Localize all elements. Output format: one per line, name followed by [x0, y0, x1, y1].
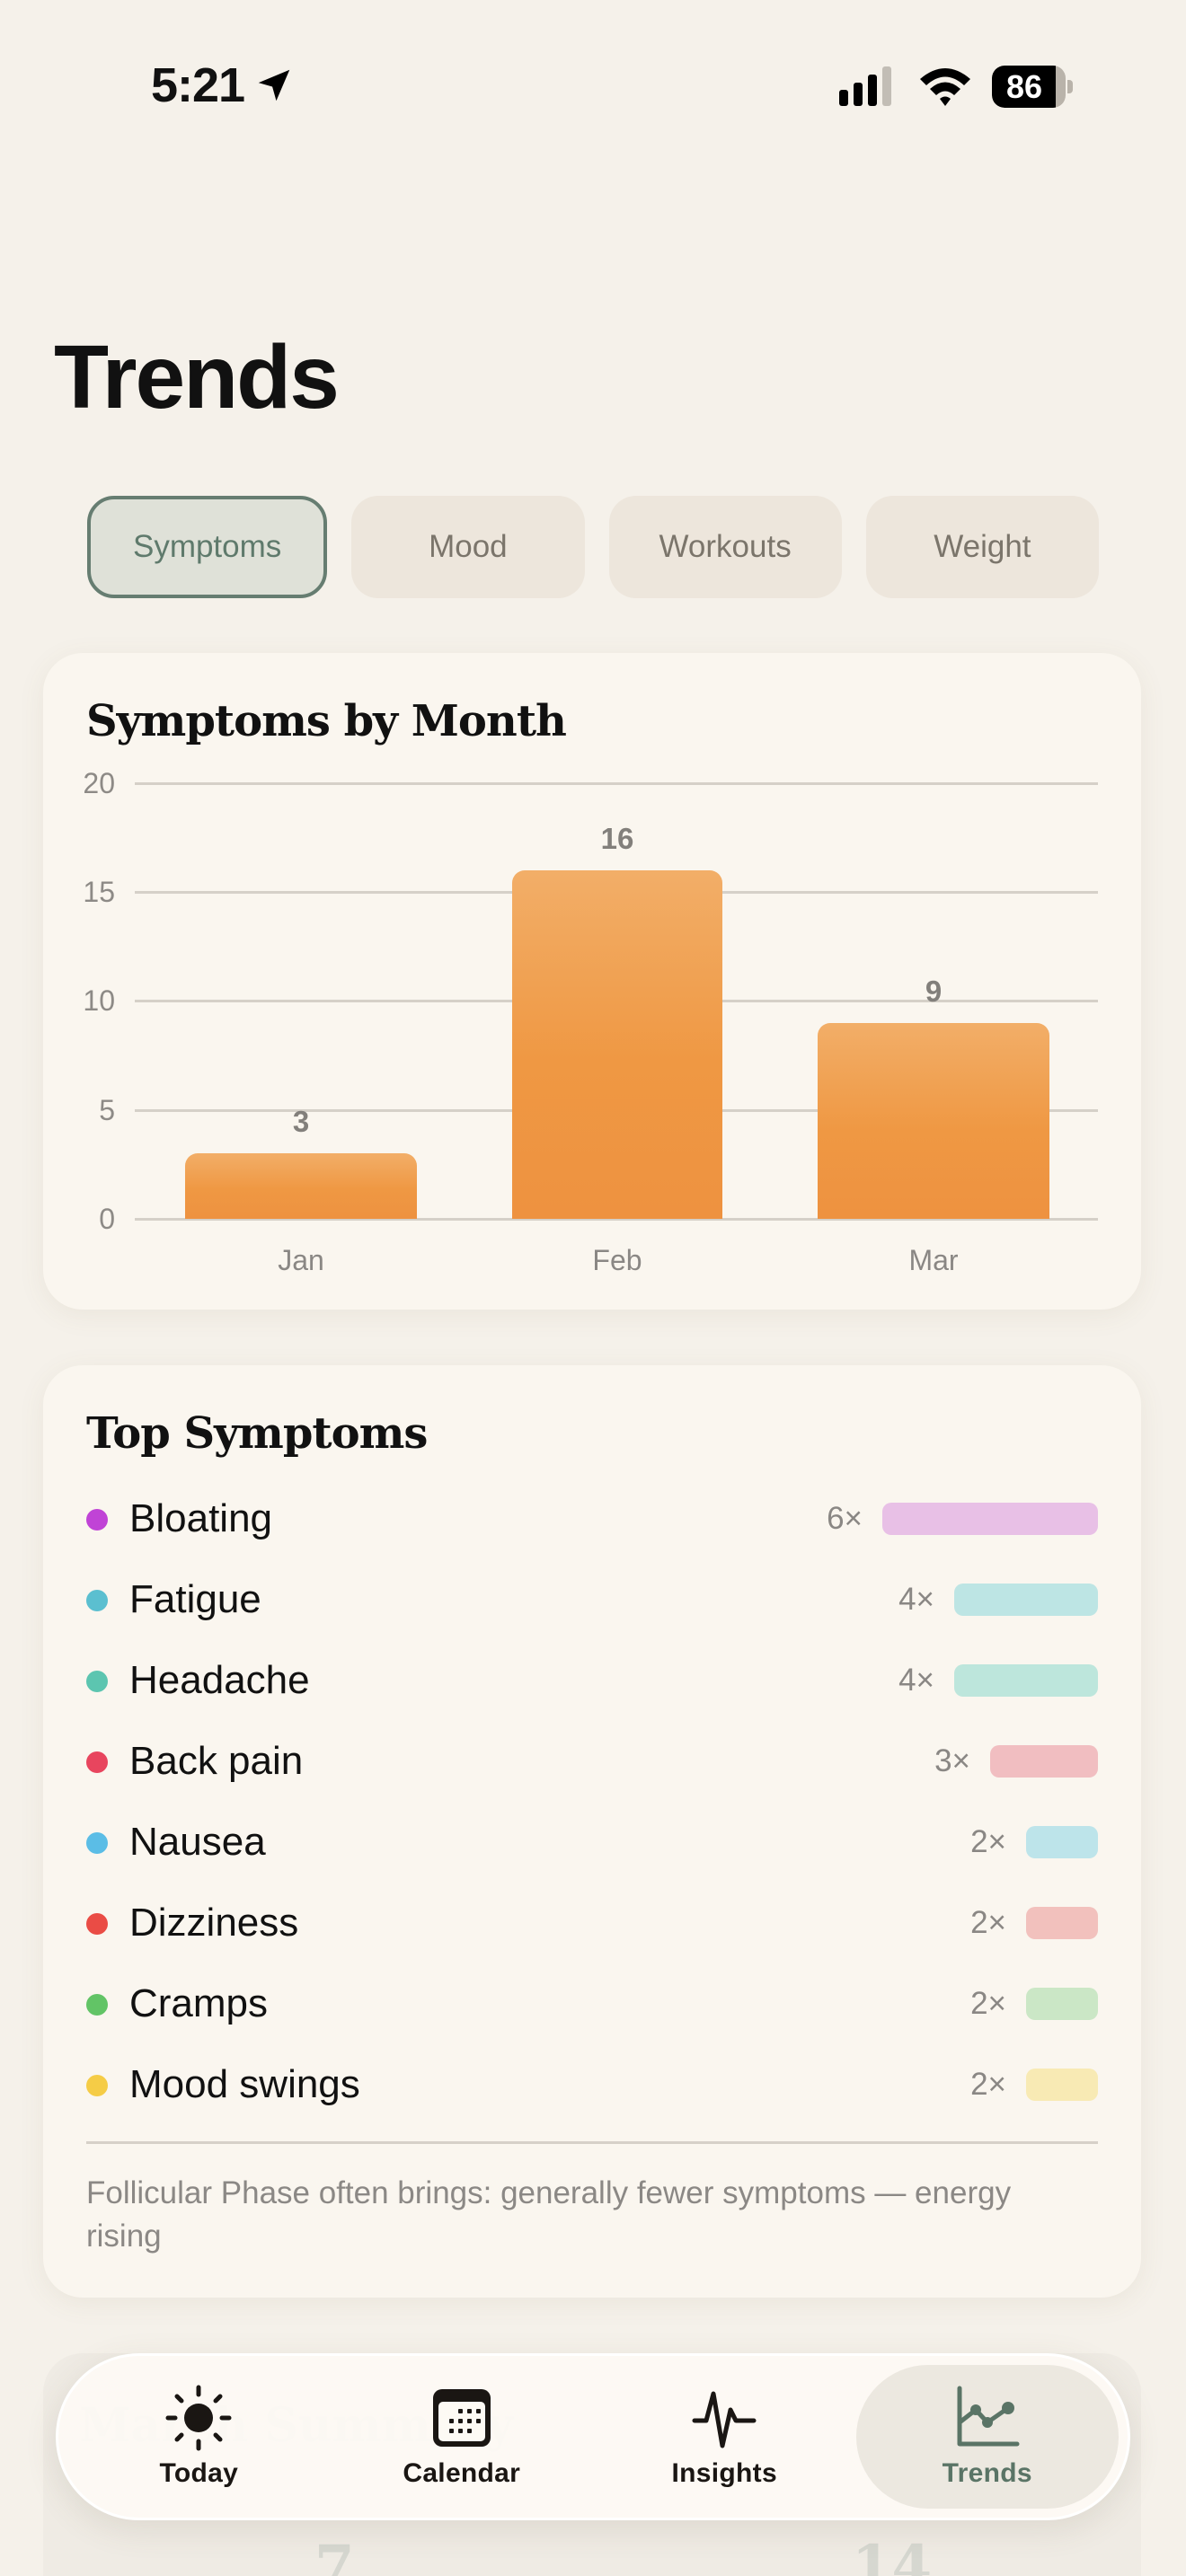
bottom-tab-bar: Today Calendar Insights	[56, 2353, 1130, 2520]
bar-value-jan: 3	[292, 1105, 310, 1138]
symptom-frequency-bar	[990, 1745, 1098, 1778]
tab-bar-trends[interactable]: Trends	[855, 2365, 1119, 2509]
symptom-color-dot	[86, 1509, 108, 1531]
symptom-count: 4×	[898, 1663, 934, 1698]
bar-feb[interactable]	[512, 870, 722, 1219]
bar-mar[interactable]	[818, 1023, 1049, 1219]
symptom-count: 2×	[970, 2067, 1006, 2102]
y-tick-5: 5	[99, 1094, 115, 1126]
summary-number-14: 14	[852, 2533, 933, 2576]
tab-bar-insights[interactable]: Insights	[593, 2365, 856, 2509]
top-symptoms-card: Top Symptoms Bloating 6× Fatigue 4× Head…	[43, 1365, 1141, 2298]
symptom-frequency-bar	[1026, 2069, 1098, 2101]
symptom-color-dot	[86, 1832, 108, 1854]
symptom-row-dizziness[interactable]: Dizziness 2×	[86, 1896, 1098, 1950]
symptom-name: Dizziness	[129, 1901, 299, 1945]
tab-bar-label: Calendar	[403, 2458, 521, 2488]
phase-footnote: Follicular Phase often brings: generally…	[86, 2175, 1012, 2254]
symptom-frequency-bar	[954, 1584, 1098, 1616]
symptom-color-dot	[86, 2075, 108, 2096]
symptom-row-cramps[interactable]: Cramps 2×	[86, 1977, 1098, 2031]
symptom-count: 2×	[970, 1905, 1006, 1940]
calendar-icon	[432, 2389, 491, 2447]
top-symptoms-title: Top Symptoms	[86, 1408, 428, 1459]
symptom-name: Mood swings	[129, 2062, 360, 2106]
symptom-name: Fatigue	[129, 1577, 261, 1621]
tab-bar-label: Trends	[942, 2458, 1032, 2488]
symptom-color-dot	[86, 1994, 108, 2016]
symptom-row-fatigue[interactable]: Fatigue 4×	[86, 1573, 1098, 1627]
tab-workouts[interactable]: Workouts	[608, 496, 842, 598]
sun-icon	[165, 2385, 232, 2451]
battery-indicator: 86	[992, 66, 1075, 108]
chart-title: Symptoms by Month	[86, 696, 567, 746]
divider	[86, 2141, 1098, 2144]
symptom-count: 2×	[970, 1824, 1006, 1859]
tab-symptoms[interactable]: Symptoms	[87, 496, 328, 598]
bar-jan[interactable]	[185, 1153, 417, 1219]
symptom-name: Back pain	[129, 1739, 304, 1783]
bar-value-feb: 16	[600, 822, 634, 855]
summary-number-7: 7	[314, 2533, 355, 2576]
symptom-row-nausea[interactable]: Nausea 2×	[86, 1815, 1098, 1869]
cellular-signal-icon	[839, 66, 891, 106]
tab-bar-label: Today	[159, 2458, 239, 2488]
pulse-icon	[692, 2391, 757, 2448]
symptom-color-dot	[86, 1671, 108, 1692]
symptom-row-mood-swings[interactable]: Mood swings 2×	[86, 2058, 1098, 2112]
y-tick-15: 15	[83, 876, 115, 908]
symptom-count: 4×	[898, 1582, 934, 1617]
symptom-count: 2×	[970, 1986, 1006, 2021]
symptom-count: 6×	[827, 1501, 863, 1536]
y-tick-10: 10	[83, 984, 115, 1017]
symptom-frequency-bar	[882, 1503, 1098, 1535]
status-time: 5:21	[151, 58, 245, 112]
symptom-color-dot	[86, 1913, 108, 1935]
x-label-feb: Feb	[592, 1244, 642, 1276]
location-arrow-icon	[258, 69, 290, 101]
tab-mood[interactable]: Mood	[351, 496, 585, 598]
symptom-row-headache[interactable]: Headache 4×	[86, 1654, 1098, 1707]
tab-weight[interactable]: Weight	[865, 496, 1099, 598]
gridline-0	[135, 1218, 1098, 1221]
symptom-row-bloating[interactable]: Bloating 6×	[86, 1492, 1098, 1546]
battery-percent: 86	[1005, 68, 1043, 105]
symptom-frequency-bar	[1026, 1826, 1098, 1858]
symptom-color-dot	[86, 1590, 108, 1611]
x-label-mar: Mar	[908, 1244, 959, 1276]
wifi-icon	[920, 68, 970, 106]
segment-control: Symptoms Mood Workouts Weight	[87, 496, 1099, 598]
symptom-frequency-bar	[954, 1664, 1098, 1697]
y-tick-20: 20	[83, 767, 115, 799]
x-label-jan: Jan	[278, 1244, 324, 1276]
symptom-color-dot	[86, 1751, 108, 1773]
symptoms-by-month-card: Symptoms by Month 20 15 10 5 0 3 16 9 Ja…	[43, 653, 1141, 1310]
tab-bar-calendar[interactable]: Calendar	[331, 2365, 594, 2509]
page-title: Trends	[54, 327, 340, 428]
gridline-20	[135, 782, 1098, 785]
symptom-count: 3×	[934, 1743, 970, 1778]
symptom-frequency-bar	[1026, 1988, 1098, 2020]
symptom-name: Headache	[129, 1658, 310, 1702]
symptom-name: Bloating	[129, 1496, 273, 1540]
line-chart-icon	[957, 2386, 1020, 2447]
bar-value-mar: 9	[925, 975, 943, 1008]
tab-bar-label: Insights	[671, 2458, 777, 2488]
symptom-name: Nausea	[129, 1820, 266, 1864]
symptom-frequency-bar	[1026, 1907, 1098, 1939]
y-tick-0: 0	[99, 1203, 115, 1235]
symptom-row-back-pain[interactable]: Back pain 3×	[86, 1734, 1098, 1788]
tab-bar-today[interactable]: Today	[67, 2365, 331, 2509]
symptom-name: Cramps	[129, 1981, 269, 2025]
